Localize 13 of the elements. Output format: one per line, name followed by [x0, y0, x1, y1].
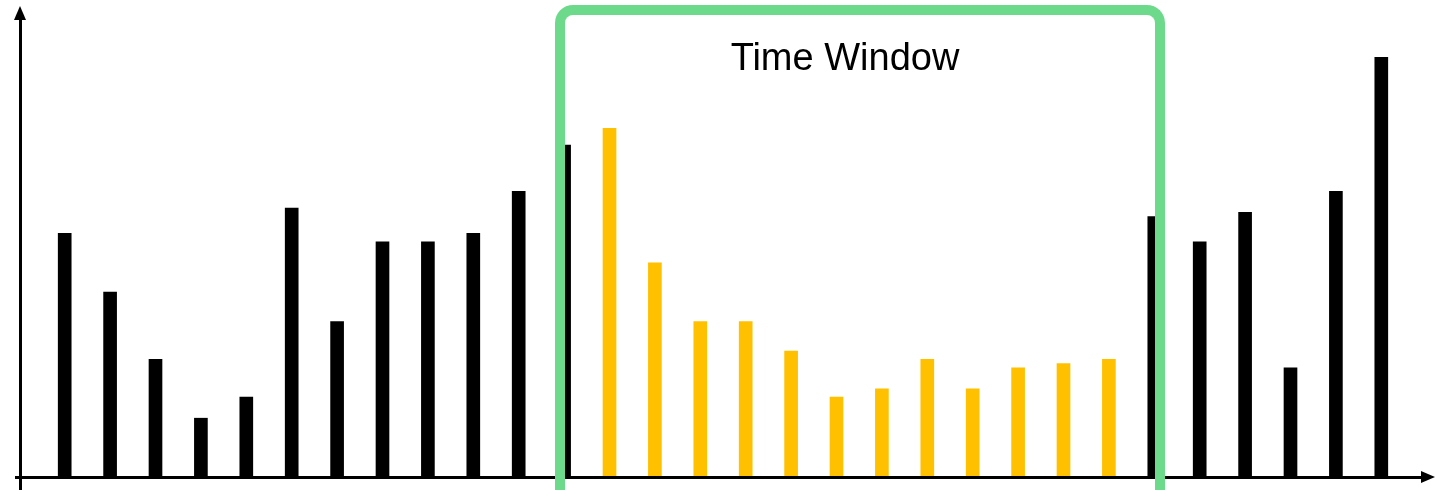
bar: [1056, 363, 1071, 477]
bar: [648, 262, 662, 477]
bar: [738, 321, 753, 477]
bar: [784, 350, 798, 477]
bar: [1102, 359, 1116, 477]
bar: [920, 359, 935, 477]
bar: [965, 388, 980, 477]
annotation: Time Window: [729, 36, 961, 79]
bar: [693, 321, 708, 477]
bar: [1011, 367, 1025, 477]
bar: [829, 396, 844, 477]
bar: [875, 388, 889, 477]
bar: [602, 128, 617, 477]
